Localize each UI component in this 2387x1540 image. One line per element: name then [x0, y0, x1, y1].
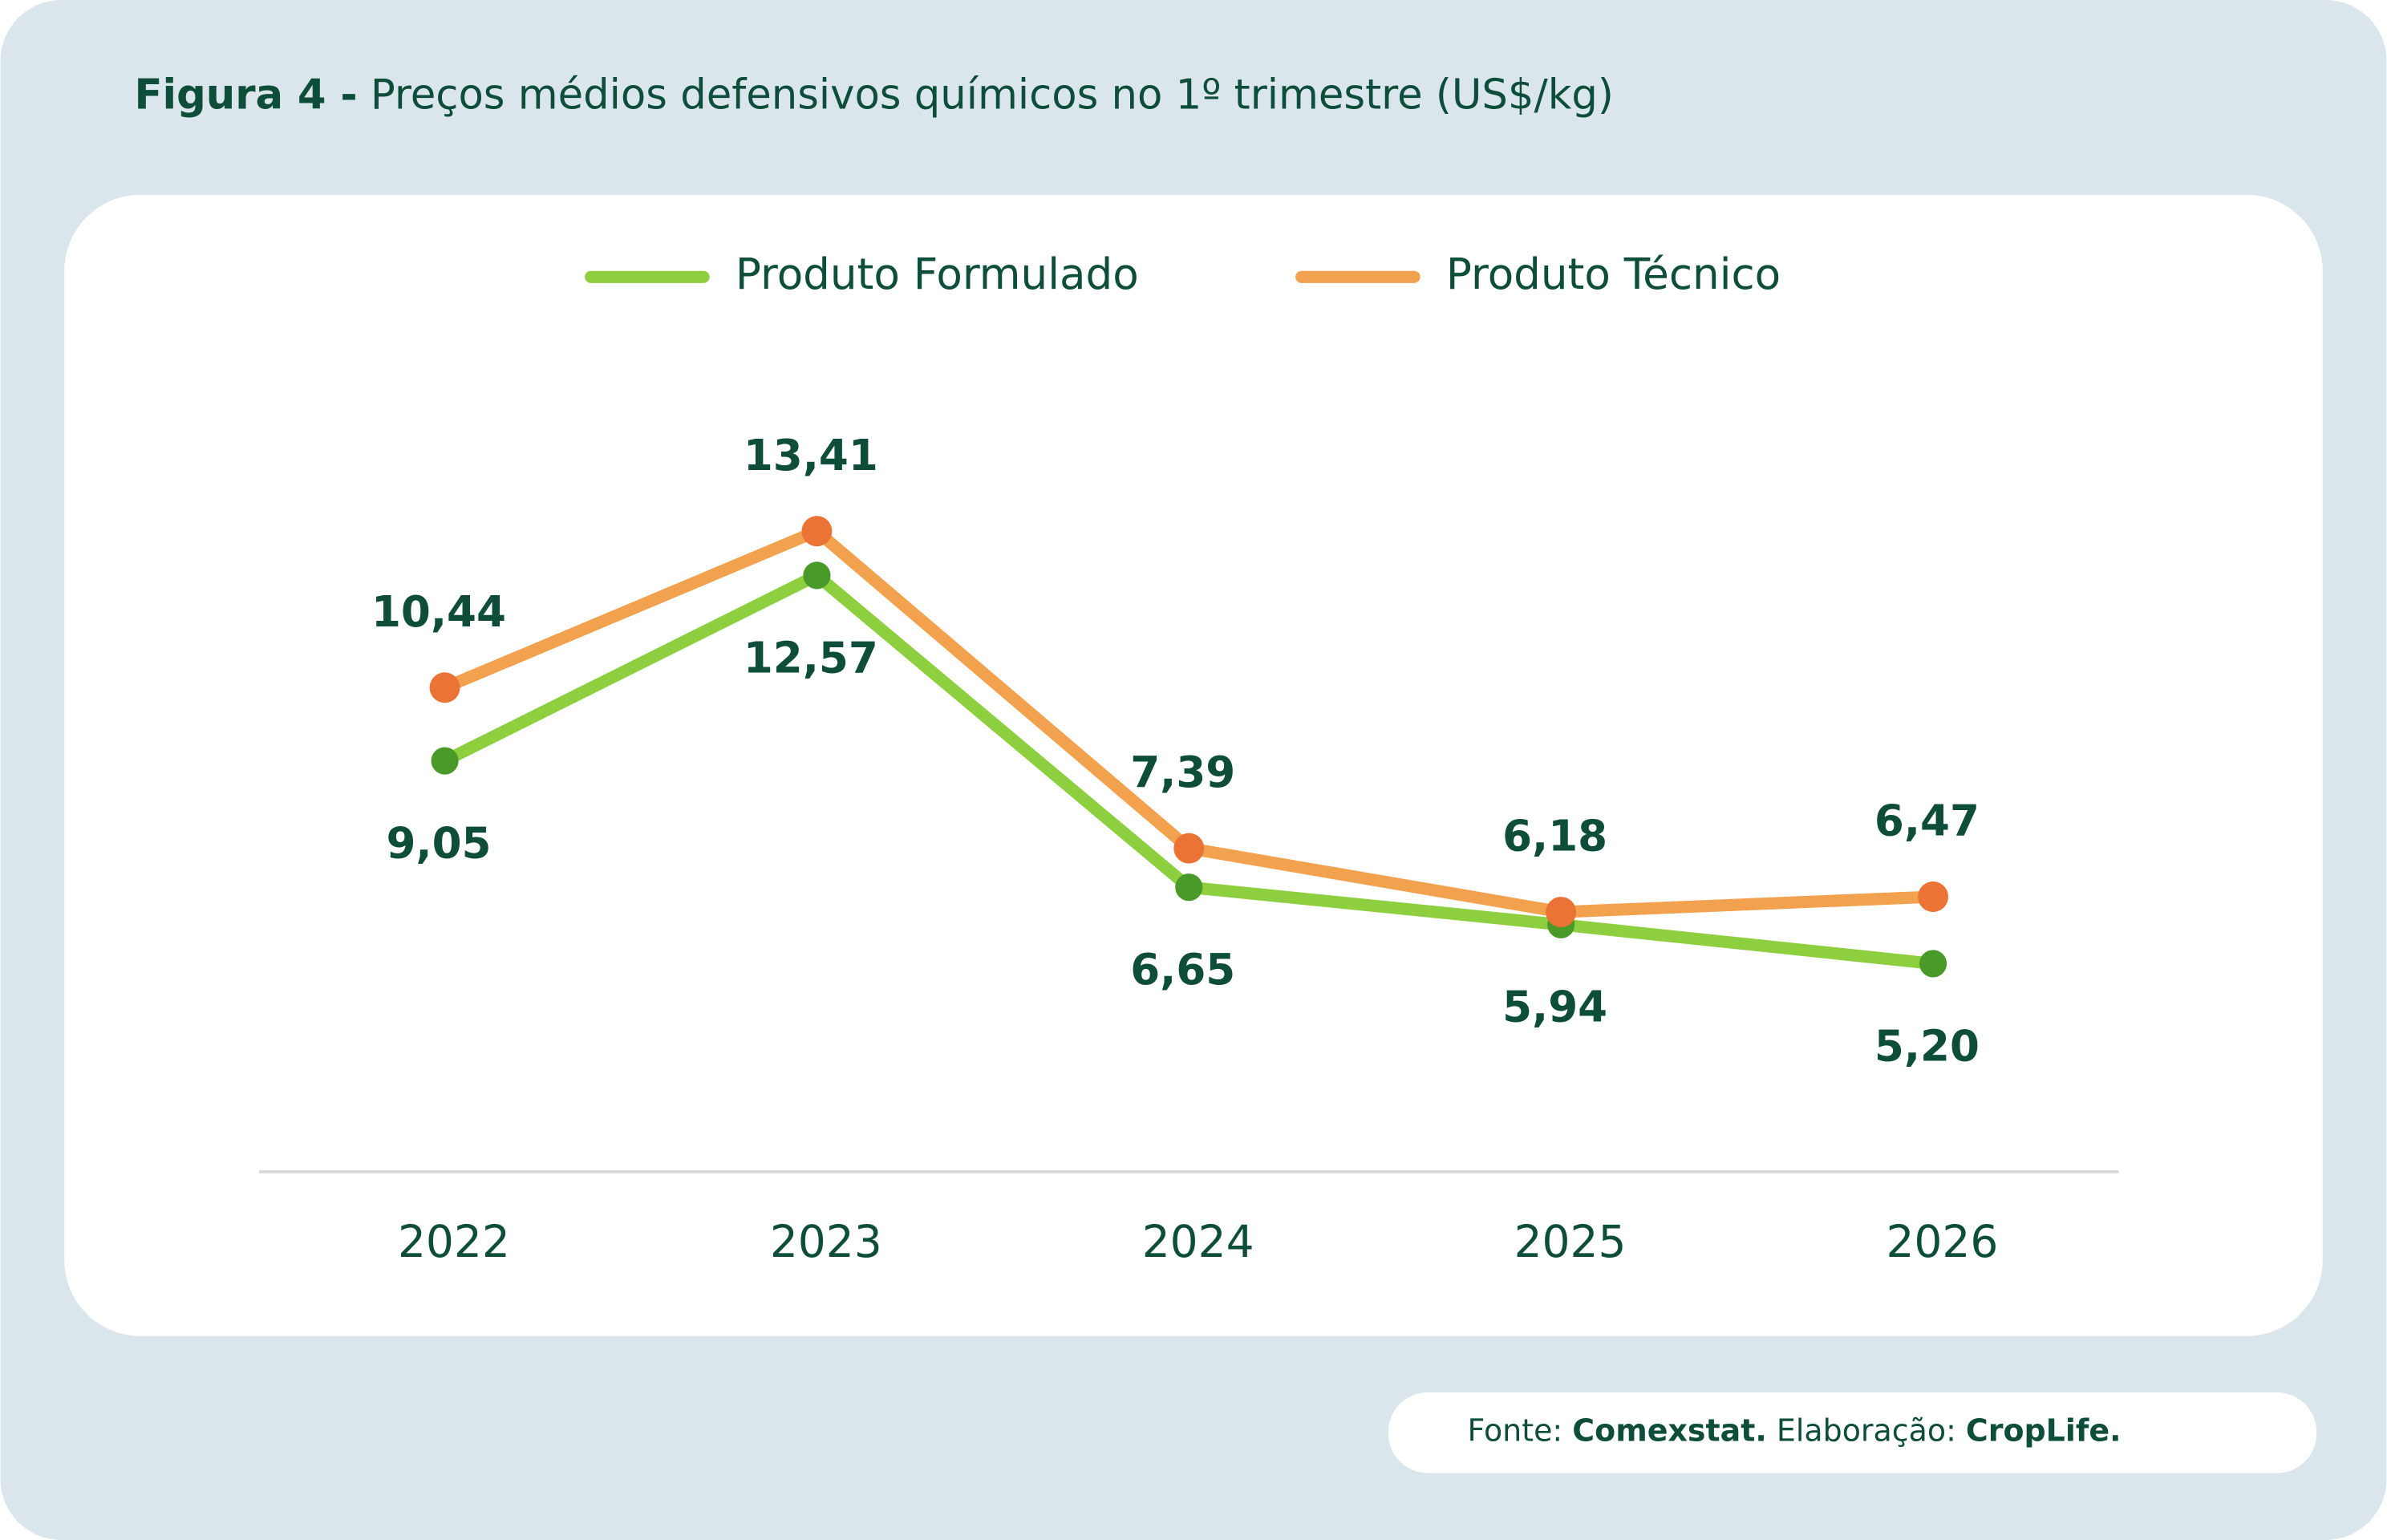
- marker: [1175, 873, 1203, 902]
- x-tick-label: 2026: [1886, 1216, 1998, 1267]
- marker: [1173, 833, 1205, 864]
- source-note: Fonte: Comexstat. Elaboração: CropLife.: [1468, 1412, 2122, 1448]
- source-label: Fonte:: [1468, 1412, 1563, 1448]
- title: Preços médios defensivos químicos no 1º …: [371, 71, 1614, 119]
- value-label: 5,94: [1502, 983, 1607, 1032]
- value-label: 5,20: [1874, 1021, 1980, 1071]
- credit: CropLife.: [1966, 1412, 2122, 1448]
- x-tick-label: 2024: [1142, 1216, 1254, 1267]
- figure-label: Figura 4 -: [135, 71, 358, 119]
- value-label: 6,65: [1130, 945, 1235, 995]
- value-label: 6,47: [1874, 796, 1980, 846]
- chart-title: Figura 4 - Preços médios defensivos quím…: [135, 71, 1614, 119]
- value-label: 6,18: [1502, 812, 1607, 861]
- legend-label: Produto Formulado: [736, 249, 1139, 299]
- marker: [801, 516, 833, 547]
- chart-panel: [64, 194, 2323, 1336]
- x-tick-label: 2023: [770, 1216, 882, 1267]
- marker: [1546, 897, 1577, 928]
- source: Comexstat.: [1572, 1412, 1767, 1448]
- x-tick-label: 2025: [1514, 1216, 1627, 1267]
- marker: [431, 747, 459, 775]
- marker: [1919, 950, 1947, 978]
- marker: [803, 561, 831, 590]
- value-label: 12,57: [744, 633, 878, 683]
- value-label: 13,41: [744, 431, 878, 480]
- value-label: 7,39: [1130, 748, 1235, 797]
- value-label: 9,05: [386, 818, 491, 868]
- credit-label: Elaboração:: [1777, 1412, 1956, 1448]
- marker: [429, 672, 460, 703]
- source-box: [1388, 1392, 2317, 1473]
- value-label: 10,44: [371, 587, 506, 637]
- legend-label: Produto Técnico: [1446, 249, 1781, 299]
- marker: [1918, 881, 1949, 912]
- x-tick-label: 2022: [398, 1216, 510, 1267]
